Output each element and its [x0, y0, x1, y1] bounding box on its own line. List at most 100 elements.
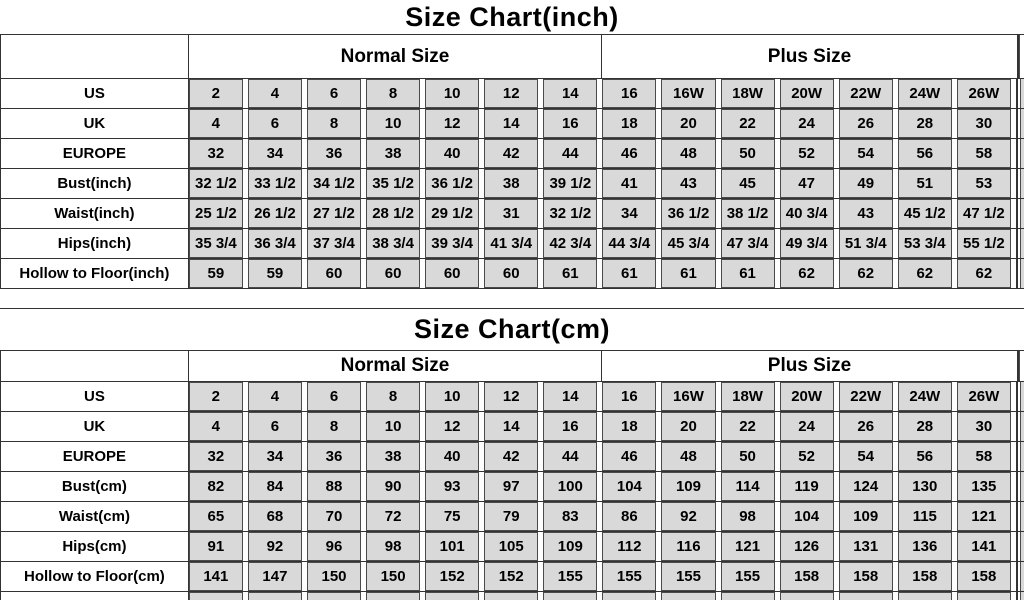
size-cell: 22: [720, 109, 775, 138]
row-label-hollow-to-floor-cm: Hollow to Floor(cm): [1, 562, 189, 591]
size-cell: 24W: [897, 79, 952, 108]
size-cell: 59: [247, 259, 302, 288]
size-cell-cutoff: [366, 592, 421, 600]
cell-slot: 72: [366, 502, 425, 531]
size-cell: 62: [779, 259, 834, 288]
size-cell: 16: [602, 382, 657, 411]
size-cell: 56: [897, 442, 952, 471]
cell-slot: 16: [543, 412, 602, 441]
cell-slot: 10: [366, 109, 425, 138]
size-cell: 28 1/2: [366, 199, 421, 228]
cell-slot: 2: [188, 79, 248, 108]
cell-slot: 42: [484, 442, 543, 471]
cell-slot: 90: [366, 472, 425, 501]
size-cell: 152: [484, 562, 539, 591]
size-cell: 50: [720, 139, 775, 168]
cell-slot: 18: [602, 109, 661, 138]
size-cell: 147: [247, 562, 302, 591]
cell-slot: 34 1/2: [306, 169, 366, 198]
cell-slot: 36: [306, 442, 366, 471]
cutoff-column-fill: [1020, 592, 1024, 600]
size-cell: 18: [602, 412, 657, 441]
size-cell: 20: [661, 109, 716, 138]
cell-slot: 31: [484, 199, 543, 228]
cutoff-column-sliver: [1018, 259, 1024, 288]
size-cell: 27 1/2: [306, 199, 362, 228]
cell-slot: 49 3/4: [779, 229, 839, 258]
cell-slot: 10: [425, 382, 484, 411]
cell-slot: 61: [720, 259, 780, 288]
size-cell: 32: [188, 442, 243, 471]
cell-slot: 18W: [720, 382, 780, 411]
size-cell: 26: [838, 412, 893, 441]
size-cell: 38: [484, 169, 539, 198]
size-cell: 93: [425, 472, 480, 501]
row-cells: 141 147 150 150 152 152 155 155 155 155 158 158 158 1…: [188, 562, 1018, 591]
size-cell: 155: [661, 562, 716, 591]
cell-slot: 32 1/2: [543, 199, 602, 228]
cell-slot: 61: [602, 259, 661, 288]
cell-slot: 10: [425, 79, 484, 108]
size-cell: 10: [366, 109, 421, 138]
cell-slot: 48: [661, 442, 720, 471]
size-cell: 40 3/4: [779, 199, 834, 228]
size-cell-cutoff: [720, 592, 775, 600]
cell-slot: 36 1/2: [661, 199, 720, 228]
size-cell: 42 3/4: [543, 229, 598, 258]
size-cell: 98: [366, 532, 421, 561]
cell-slot: 14: [484, 109, 543, 138]
cell-slot: 75: [425, 502, 484, 531]
row-cells: 4 6 8 10 12 14 16 18 20 22 24 26 28 30: [188, 109, 1018, 138]
cell-slot: 30: [956, 412, 1016, 441]
row-label-europe: EUROPE: [1, 139, 189, 168]
cell-slot: 43: [661, 169, 720, 198]
cutoff-column-fill: [1020, 79, 1024, 108]
size-cell: 36 1/2: [425, 169, 480, 198]
cell-slot: 12: [425, 412, 484, 441]
size-cell: 150: [306, 562, 362, 591]
cell-slot: 59: [247, 259, 307, 288]
cell-slot: 152: [425, 562, 484, 591]
size-cell: 58: [956, 442, 1011, 471]
size-cell-cutoff: [425, 592, 480, 600]
cell-slot: 158: [956, 562, 1016, 591]
size-cell: 158: [779, 562, 834, 591]
cell-slot: 32 1/2: [188, 169, 248, 198]
size-cell: 24: [779, 109, 834, 138]
size-cell: 91: [188, 532, 243, 561]
size-cell: 44: [543, 442, 598, 471]
cell-slot: 4: [247, 382, 307, 411]
cell-slot: 16W: [661, 382, 720, 411]
cell-slot: 29 1/2: [425, 199, 484, 228]
row-label-bust-cm: Bust(cm): [1, 472, 189, 501]
size-cell: 32 1/2: [543, 199, 598, 228]
table-row-uk: UK 4 6 8 10 12 14 16 18 20 22 24 26 28 30: [0, 412, 1024, 442]
size-cell: 6: [247, 412, 302, 441]
size-cell-cutoff: [543, 592, 598, 600]
cell-slot: 26W: [956, 79, 1016, 108]
size-cell: 16: [602, 79, 657, 108]
cell-slot: 52: [779, 442, 839, 471]
size-cell: 105: [484, 532, 539, 561]
cell-slot: 121: [720, 532, 780, 561]
cell-slot: 20W: [779, 79, 839, 108]
size-cell: 51: [897, 169, 952, 198]
cell-slot: 49: [838, 169, 898, 198]
size-cell: 36: [306, 139, 362, 168]
size-cell: 6: [247, 109, 302, 138]
cell-slot: 52: [779, 139, 839, 168]
size-cell: 47: [779, 169, 834, 198]
size-cell: 131: [838, 532, 893, 561]
size-cell: 45 1/2: [897, 199, 952, 228]
size-cell: 115: [897, 502, 952, 531]
cell-slot: 88: [306, 472, 366, 501]
cell-slot: 150: [366, 562, 425, 591]
cell-slot: 91: [188, 532, 248, 561]
cell-slot: 28: [897, 109, 957, 138]
size-cell: 51 3/4: [838, 229, 893, 258]
size-cell: 14: [543, 79, 598, 108]
table-row-bust-cm: Bust(cm) 82 84 88 90 93 97 100 104 109 114 119 124 13…: [0, 472, 1024, 502]
cell-slot: 109: [661, 472, 720, 501]
row-label-bust-inch: Bust(inch): [1, 169, 189, 198]
size-cell: 42: [484, 139, 539, 168]
